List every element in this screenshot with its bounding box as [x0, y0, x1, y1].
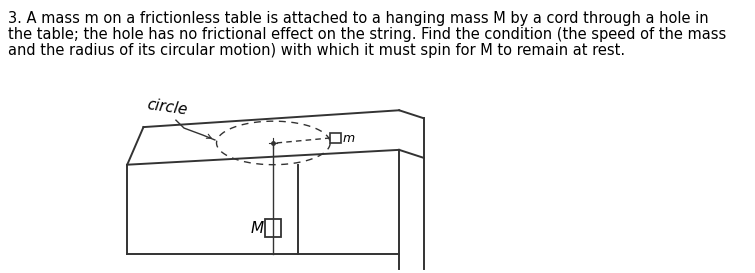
Text: circle: circle — [146, 97, 189, 118]
Text: the table; the hole has no frictional effect on the string. Find the condition (: the table; the hole has no frictional ef… — [8, 27, 726, 42]
Text: 3. A mass m on a frictionless table is attached to a hanging mass M by a cord th: 3. A mass m on a frictionless table is a… — [8, 11, 708, 26]
Text: m: m — [342, 132, 354, 145]
Text: and the radius of its circular motion) with which it must spin for M to remain a: and the radius of its circular motion) w… — [8, 43, 625, 58]
Text: M: M — [251, 221, 263, 236]
